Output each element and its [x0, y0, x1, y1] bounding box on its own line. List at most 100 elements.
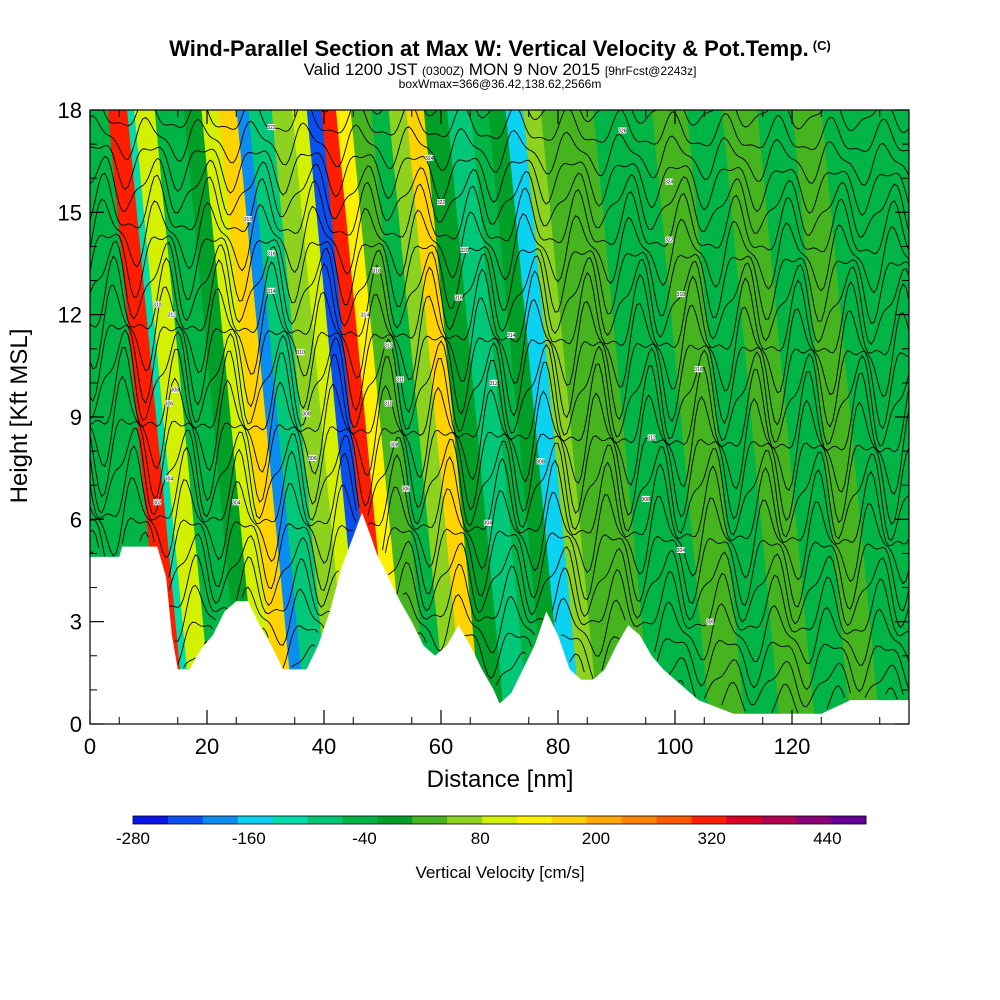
theta-label-box [267, 287, 276, 294]
theta-contour-line [90, 172, 909, 255]
theta-contour-line [90, 329, 909, 447]
theta-label-box [676, 547, 685, 554]
y-tick-label: 9 [70, 405, 82, 430]
velocity-band [569, 110, 652, 724]
colorbar-tick-label: 440 [813, 829, 841, 848]
theta-contour-line [90, 477, 909, 585]
theta-label-box [164, 475, 173, 482]
theta-label: 306 [402, 487, 411, 493]
theta-contour-line [174, 584, 909, 666]
x-tick-label: 60 [429, 734, 453, 759]
y-tick-label: 0 [70, 712, 82, 737]
y-tick-label: 6 [70, 507, 82, 532]
colorbar-swatch [272, 816, 309, 824]
velocity-band [488, 110, 565, 724]
theta-label-box [232, 499, 241, 506]
theta-label-box [384, 342, 393, 349]
velocity-band [447, 110, 530, 724]
velocity-band [183, 110, 260, 724]
theta-label: 316 [454, 296, 463, 302]
theta-label: 312 [168, 313, 177, 319]
theta-label: 308 [302, 412, 311, 418]
theta-label: 308 [536, 459, 545, 465]
theta-contour-line [90, 284, 909, 398]
plot-axes: 0 20 40 60 80 100 120 0 3 6 9 12 15 18 [58, 98, 910, 759]
theta-contour-line [90, 427, 909, 542]
chart-subtitle-line2: boxWmax=366@36.42,138.62,2566m [398, 77, 602, 91]
colorbar-swatch [691, 816, 727, 824]
colorbar-frame [132, 815, 867, 825]
colorbar-tick-label: 80 [471, 829, 490, 848]
terrain-mask [90, 512, 909, 724]
colorbar-tick-label: -280 [116, 829, 150, 848]
colorbar-swatch [796, 816, 832, 824]
theta-contour-line [90, 529, 909, 629]
colorbar-tick-label: 200 [582, 829, 610, 848]
subtitle-forecast: [9hrFcst@2243z] [604, 64, 697, 78]
colorbar-tick-label: -40 [352, 829, 377, 848]
velocity-band [792, 110, 881, 724]
velocity-band [371, 110, 448, 724]
chart-subtitle: Valid 1200 JST (0300Z) MON 9 Nov 2015 [9… [0, 60, 1000, 80]
theta-label: 304 [484, 521, 493, 527]
theta-label: 310 [384, 401, 393, 407]
theta-label-box [665, 236, 674, 243]
theta-label: 322 [267, 125, 276, 131]
velocity-band [248, 110, 331, 724]
subtitle-valid-time: Valid 1200 JST [303, 60, 418, 79]
theta-label: 324 [665, 180, 674, 186]
colorbar-swatch [656, 816, 692, 824]
theta-label-box [396, 376, 405, 383]
theta-contour-line [102, 110, 909, 153]
velocity-band [335, 110, 410, 724]
theta-label-box [706, 618, 715, 625]
theta-label: 308 [171, 388, 180, 394]
subtitle-zulu: (0300Z) [422, 64, 465, 78]
theta-label: 322 [437, 200, 446, 206]
theta-label-box [167, 311, 176, 318]
theta-label-box [267, 250, 276, 257]
colorbar-swatch [412, 816, 448, 824]
theta-label-box [372, 267, 381, 274]
theta-label: 316 [267, 251, 276, 257]
theta-label-box [360, 311, 369, 318]
theta-label-box [153, 499, 162, 506]
theta-contour-line [90, 324, 909, 430]
theta-label-box [536, 458, 545, 465]
x-tick-label: 120 [774, 734, 811, 759]
x-axis-label: Distance [nm] [426, 766, 574, 793]
theta-contour-line [90, 347, 909, 453]
theta-label-box [308, 454, 317, 461]
theta-label-box [425, 154, 434, 161]
velocity-band [350, 110, 430, 724]
theta-label-box [507, 332, 516, 339]
theta-label-box [460, 246, 469, 253]
velocity-band [593, 110, 682, 724]
terrain [90, 512, 909, 724]
y-tick-label: 3 [70, 610, 82, 635]
x-tick-label: 20 [195, 734, 219, 759]
y-tick-label: 18 [58, 98, 82, 123]
theta-label-box [296, 349, 305, 356]
chart-title-text: Wind-Parallel Section at Max W: Vertical… [169, 36, 809, 61]
colorbar-swatch [377, 816, 413, 824]
velocity-band [757, 110, 851, 724]
colorbar-swatch [482, 816, 518, 824]
theta-label: 300 [706, 620, 715, 626]
colorbar-tick-label: -160 [232, 829, 266, 848]
theta-contour-line [90, 240, 909, 346]
colorbar-swatch [237, 816, 274, 824]
theta-label: 312 [489, 381, 498, 387]
theta-label-box [243, 216, 252, 223]
theta-label: 314 [361, 313, 370, 319]
colorbar: -280 -160 -40 80 200 320 440 [116, 815, 867, 848]
theta-label-box [641, 495, 650, 502]
theta-contour-line [90, 418, 909, 526]
theta-label-box [665, 178, 674, 185]
theta-label: 314 [507, 333, 516, 339]
subtitle-date: MON 9 Nov 2015 [468, 60, 601, 79]
theta-label: 324 [425, 156, 434, 162]
theta-contour-line [177, 621, 909, 693]
theta-label: 306 [308, 456, 317, 462]
